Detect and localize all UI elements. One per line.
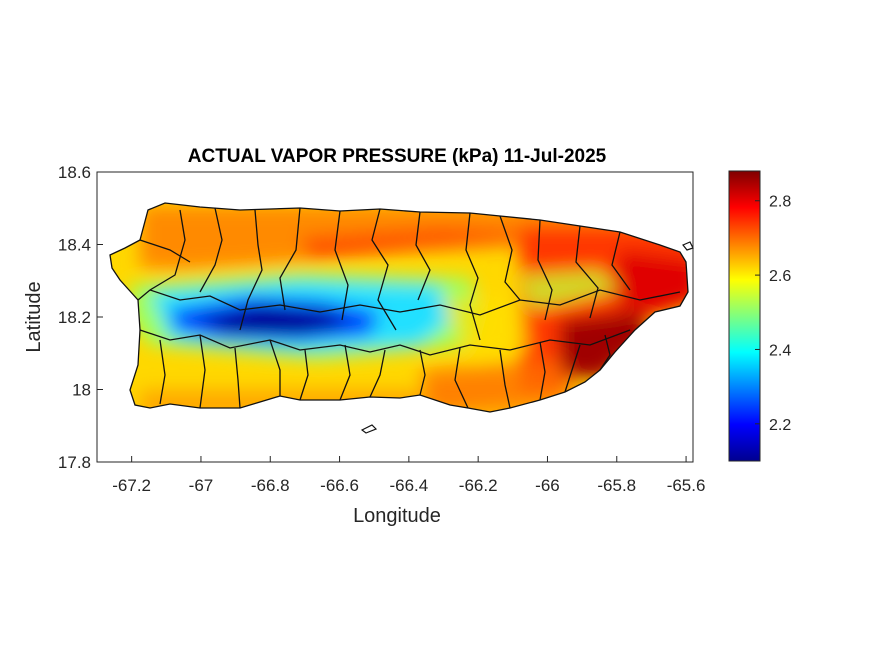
colorbar-tick-label: 2.2	[769, 417, 791, 434]
municipality-boundaries	[109, 202, 689, 413]
colorbar-tick-label: 2.6	[769, 268, 791, 285]
y-tick-label: 18	[72, 381, 91, 400]
y-tick-label: 17.8	[58, 453, 91, 472]
y-axis: 17.8 18 18.2 18.4 18.6	[58, 163, 103, 472]
x-axis-label: Longitude	[353, 505, 441, 527]
x-tick-label: -66	[535, 476, 560, 495]
x-axis: -67.2 -67 -66.8 -66.6 -66.4 -66.2 -66 -65.8 -65.…	[112, 456, 705, 495]
x-tick-label: -66.4	[389, 476, 428, 495]
x-tick-label: -66.8	[251, 476, 290, 495]
x-tick-label: -67	[189, 476, 214, 495]
y-tick-label: 18.2	[58, 308, 91, 327]
colorbar-tick-label: 2.8	[769, 194, 791, 211]
x-tick-label: -65.8	[597, 476, 636, 495]
x-tick-label: -67.2	[112, 476, 151, 495]
x-tick-label: -66.2	[459, 476, 498, 495]
colorbar-gradient	[728, 170, 761, 462]
x-tick-label: -66.6	[320, 476, 359, 495]
islet-vieques	[360, 424, 378, 434]
colorbar-tick-label: 2.4	[769, 342, 791, 359]
chart-title: ACTUAL VAPOR PRESSURE (kPa) 11-Jul-2025	[188, 146, 607, 167]
y-tick-label: 18.6	[58, 163, 91, 182]
y-tick-label: 18.4	[58, 236, 91, 255]
y-axis-label: Latitude	[23, 281, 45, 352]
colorbar: 2.2 2.4 2.6 2.8	[728, 170, 791, 462]
coastline	[109, 202, 689, 413]
x-tick-label: -65.6	[667, 476, 706, 495]
